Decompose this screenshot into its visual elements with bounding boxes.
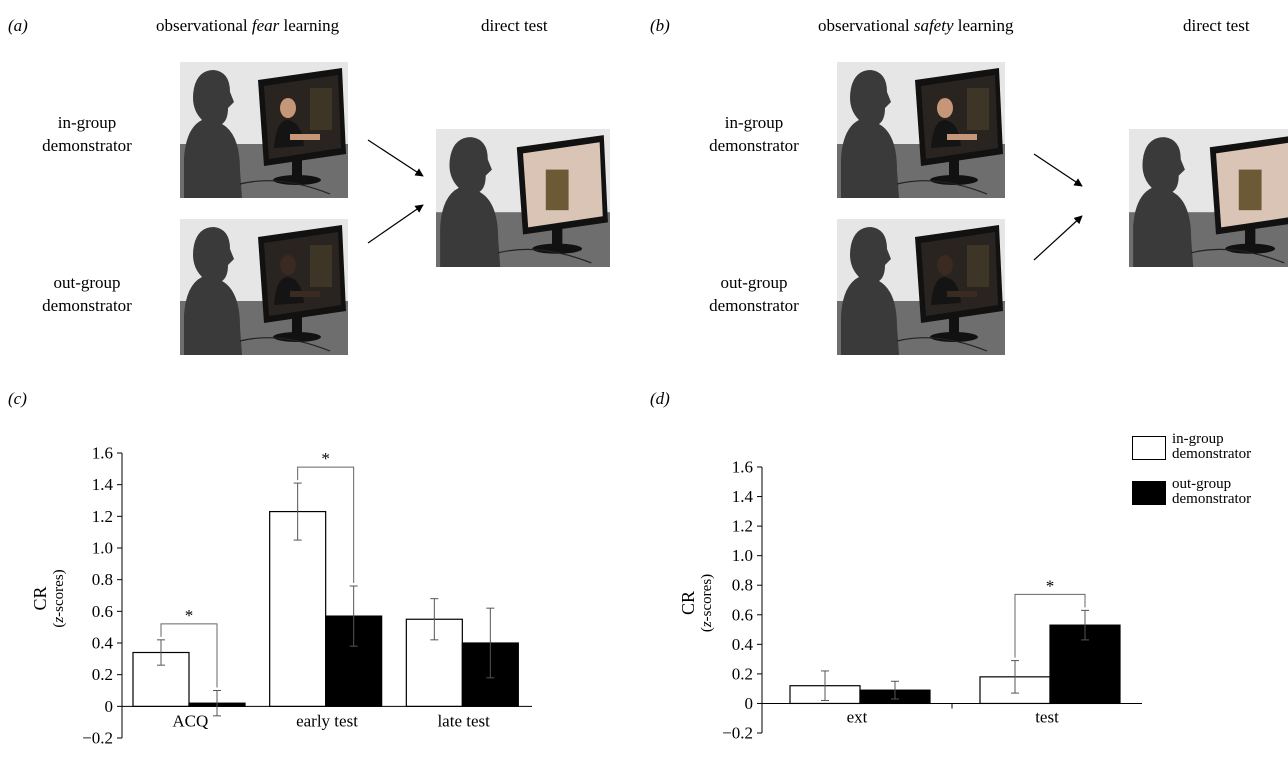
screen-stimulus [546, 170, 569, 211]
y-tick-label: 0.4 [732, 635, 754, 654]
arrow-ingroup-to-test-a [368, 140, 423, 176]
screen-stimulus [967, 245, 989, 287]
y-axis-label: CR(z-scores) [678, 574, 715, 632]
y-tick-label: 0.2 [732, 664, 753, 683]
observer-silhouette [440, 137, 500, 267]
x-category-label: ext [847, 707, 868, 726]
y-tick-label: 0.6 [92, 602, 113, 621]
y-axis-label-main: CR [678, 591, 698, 615]
demonstrator-arm [290, 134, 320, 140]
significance-star: * [1046, 576, 1055, 595]
demonstrator-head [937, 98, 953, 118]
arrow-outgroup-to-test-b [1034, 216, 1082, 260]
y-tick-label: 0.6 [732, 605, 753, 624]
observer-silhouette [184, 70, 242, 198]
y-tick-label: 0.8 [92, 570, 113, 589]
screen-stimulus [967, 88, 989, 130]
screen-stimulus [310, 245, 332, 287]
y-tick-label: 0.2 [92, 665, 113, 684]
demonstrator-arm [947, 291, 977, 297]
y-tick-label: 0 [745, 694, 754, 713]
observer-silhouette [841, 227, 899, 355]
y-tick-label: 0.4 [92, 634, 114, 653]
chart-0: −0.2 0 0.2 0.4 0.6 0.8 1.0 1.2 1.4 1.6 CR(z-scores… [30, 444, 532, 748]
y-axis-label: CR(z-scores) [30, 569, 67, 627]
y-tick-label: 1.2 [92, 507, 113, 526]
x-category-label: late test [437, 711, 490, 730]
y-axis-label-sub: (z-scores) [51, 569, 67, 627]
direct-test-illustration-a [436, 135, 610, 267]
y-tick-label: −0.2 [722, 724, 753, 743]
x-category-label: test [1035, 707, 1059, 726]
screen-stimulus [1239, 170, 1262, 211]
y-tick-label: 0.8 [732, 576, 753, 595]
demonstrator-arm [947, 134, 977, 140]
y-tick-label: 1.0 [92, 539, 113, 558]
chart-1: −0.2 0 0.2 0.4 0.6 0.8 1.0 1.2 1.4 1.6 CR(z-scores… [678, 458, 1142, 743]
observer-silhouette [1133, 137, 1193, 267]
y-tick-label: 0 [105, 697, 114, 716]
bar-in-group [270, 512, 326, 707]
observer-silhouette [841, 70, 899, 198]
x-category-label: ACQ [172, 711, 208, 730]
y-tick-label: 1.6 [732, 458, 753, 477]
x-category-label: early test [296, 711, 358, 730]
y-axis-label-main: CR [30, 586, 50, 610]
y-tick-label: 1.4 [92, 475, 114, 494]
y-axis-label-sub: (z-scores) [699, 574, 715, 632]
y-tick-label: 1.6 [92, 444, 113, 463]
arrow-ingroup-to-test-b [1034, 154, 1082, 186]
observer-illustration-ingroup-fear [180, 68, 348, 198]
observer-silhouette [184, 227, 242, 355]
y-tick-label: 1.2 [732, 517, 753, 536]
observer-illustration-ingroup-safety [837, 68, 1005, 198]
significance-star: * [185, 606, 194, 625]
direct-test-illustration-b [1129, 135, 1288, 267]
screen-stimulus [310, 88, 332, 130]
significance-star: * [321, 449, 330, 468]
arrow-outgroup-to-test-a [368, 205, 423, 243]
demonstrator-head [280, 98, 296, 118]
observer-illustration-outgroup-safety [837, 225, 1005, 355]
y-tick-label: 1.0 [732, 546, 753, 565]
observer-illustration-outgroup-fear [180, 225, 348, 355]
y-tick-label: 1.4 [732, 487, 754, 506]
demonstrator-head [280, 255, 296, 275]
demonstrator-arm [290, 291, 320, 297]
demonstrator-head [937, 255, 953, 275]
y-tick-label: −0.2 [82, 729, 113, 748]
